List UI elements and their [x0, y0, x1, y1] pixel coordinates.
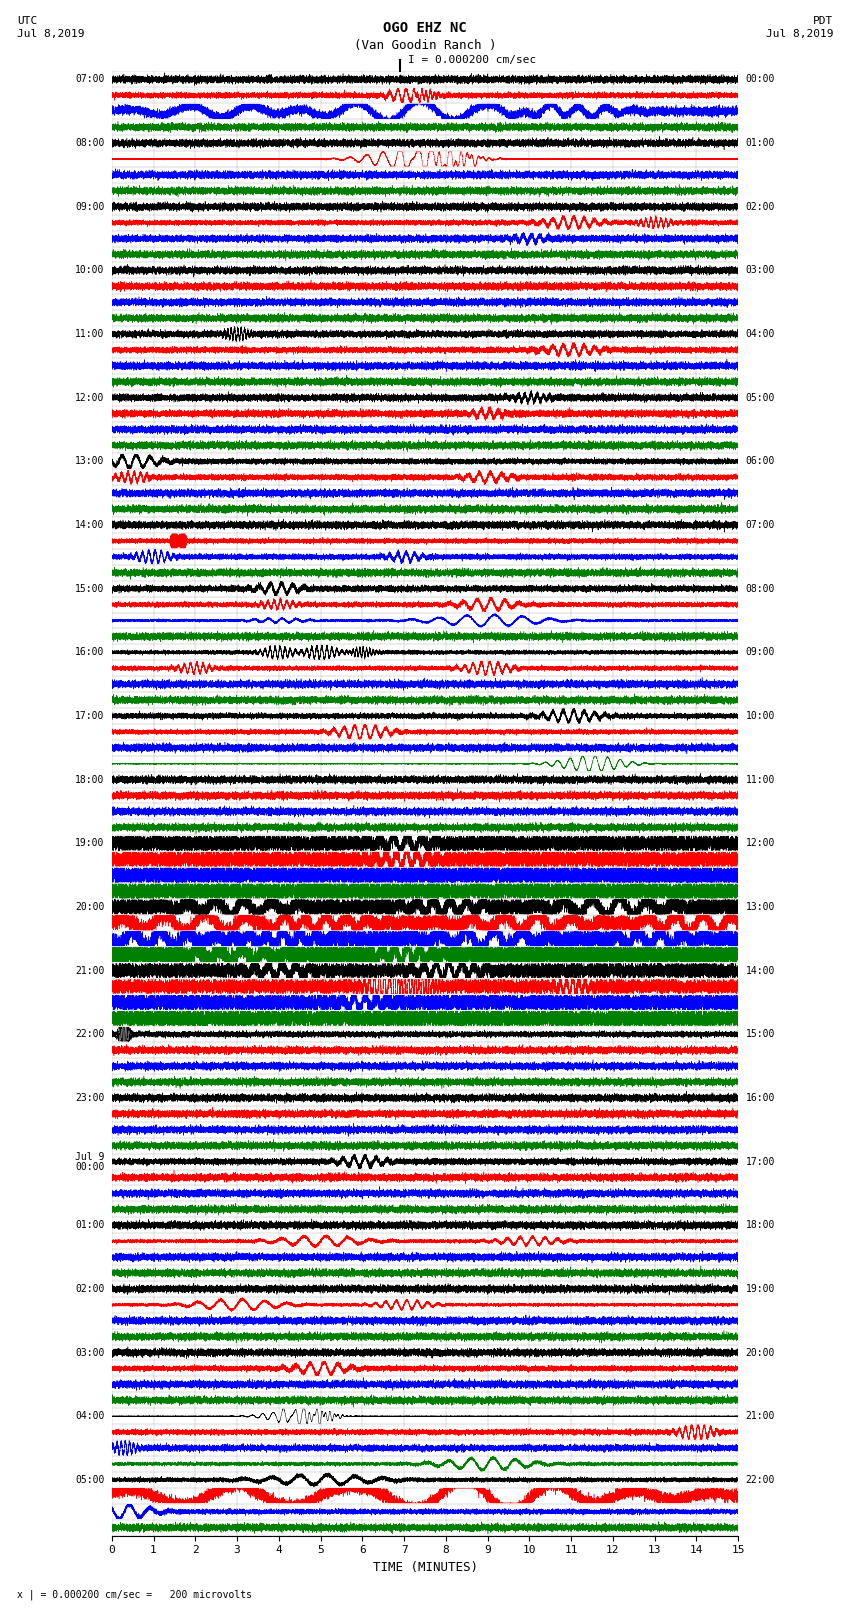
Text: 08:00: 08:00 [745, 584, 775, 594]
Text: 11:00: 11:00 [745, 774, 775, 784]
Text: 02:00: 02:00 [75, 1284, 105, 1294]
Text: 16:00: 16:00 [75, 647, 105, 658]
Text: 10:00: 10:00 [745, 711, 775, 721]
Text: 18:00: 18:00 [745, 1219, 775, 1231]
Text: 20:00: 20:00 [75, 902, 105, 911]
Text: 22:00: 22:00 [745, 1474, 775, 1486]
X-axis label: TIME (MINUTES): TIME (MINUTES) [372, 1561, 478, 1574]
Text: 17:00: 17:00 [75, 711, 105, 721]
Text: 05:00: 05:00 [745, 392, 775, 403]
Text: 12:00: 12:00 [745, 839, 775, 848]
Text: 08:00: 08:00 [75, 139, 105, 148]
Text: 10:00: 10:00 [75, 266, 105, 276]
Text: 01:00: 01:00 [745, 139, 775, 148]
Text: 09:00: 09:00 [745, 647, 775, 658]
Text: 03:00: 03:00 [745, 266, 775, 276]
Text: 01:00: 01:00 [75, 1219, 105, 1231]
Text: 23:00: 23:00 [75, 1094, 105, 1103]
Text: 04:00: 04:00 [75, 1411, 105, 1421]
Text: 18:00: 18:00 [75, 774, 105, 784]
Text: 22:00: 22:00 [75, 1029, 105, 1039]
Text: 13:00: 13:00 [745, 902, 775, 911]
Text: 19:00: 19:00 [745, 1284, 775, 1294]
Text: 15:00: 15:00 [745, 1029, 775, 1039]
Text: I = 0.000200 cm/sec: I = 0.000200 cm/sec [408, 55, 536, 65]
Text: 16:00: 16:00 [745, 1094, 775, 1103]
Text: 12:00: 12:00 [75, 392, 105, 403]
Text: 04:00: 04:00 [745, 329, 775, 339]
Text: 07:00: 07:00 [75, 74, 105, 84]
Text: 02:00: 02:00 [745, 202, 775, 211]
Text: PDT: PDT [813, 16, 833, 26]
Text: 20:00: 20:00 [745, 1347, 775, 1358]
Text: 19:00: 19:00 [75, 839, 105, 848]
Text: Jul 8,2019: Jul 8,2019 [766, 29, 833, 39]
Text: 03:00: 03:00 [75, 1347, 105, 1358]
Text: 21:00: 21:00 [75, 966, 105, 976]
Text: (Van Goodin Ranch ): (Van Goodin Ranch ) [354, 39, 496, 52]
Text: 14:00: 14:00 [745, 966, 775, 976]
Text: OGO EHZ NC: OGO EHZ NC [383, 21, 467, 35]
Text: 21:00: 21:00 [745, 1411, 775, 1421]
Text: 14:00: 14:00 [75, 519, 105, 531]
Text: x | = 0.000200 cm/sec =   200 microvolts: x | = 0.000200 cm/sec = 200 microvolts [17, 1589, 252, 1600]
Text: 07:00: 07:00 [745, 519, 775, 531]
Text: 00:00: 00:00 [745, 74, 775, 84]
Text: 00:00: 00:00 [75, 1161, 105, 1171]
Text: 15:00: 15:00 [75, 584, 105, 594]
Text: Jul 9: Jul 9 [75, 1152, 105, 1161]
Text: UTC: UTC [17, 16, 37, 26]
Text: 17:00: 17:00 [745, 1157, 775, 1166]
Text: 11:00: 11:00 [75, 329, 105, 339]
Text: Jul 8,2019: Jul 8,2019 [17, 29, 84, 39]
Text: 13:00: 13:00 [75, 456, 105, 466]
Text: 05:00: 05:00 [75, 1474, 105, 1486]
Text: 06:00: 06:00 [745, 456, 775, 466]
Text: 09:00: 09:00 [75, 202, 105, 211]
